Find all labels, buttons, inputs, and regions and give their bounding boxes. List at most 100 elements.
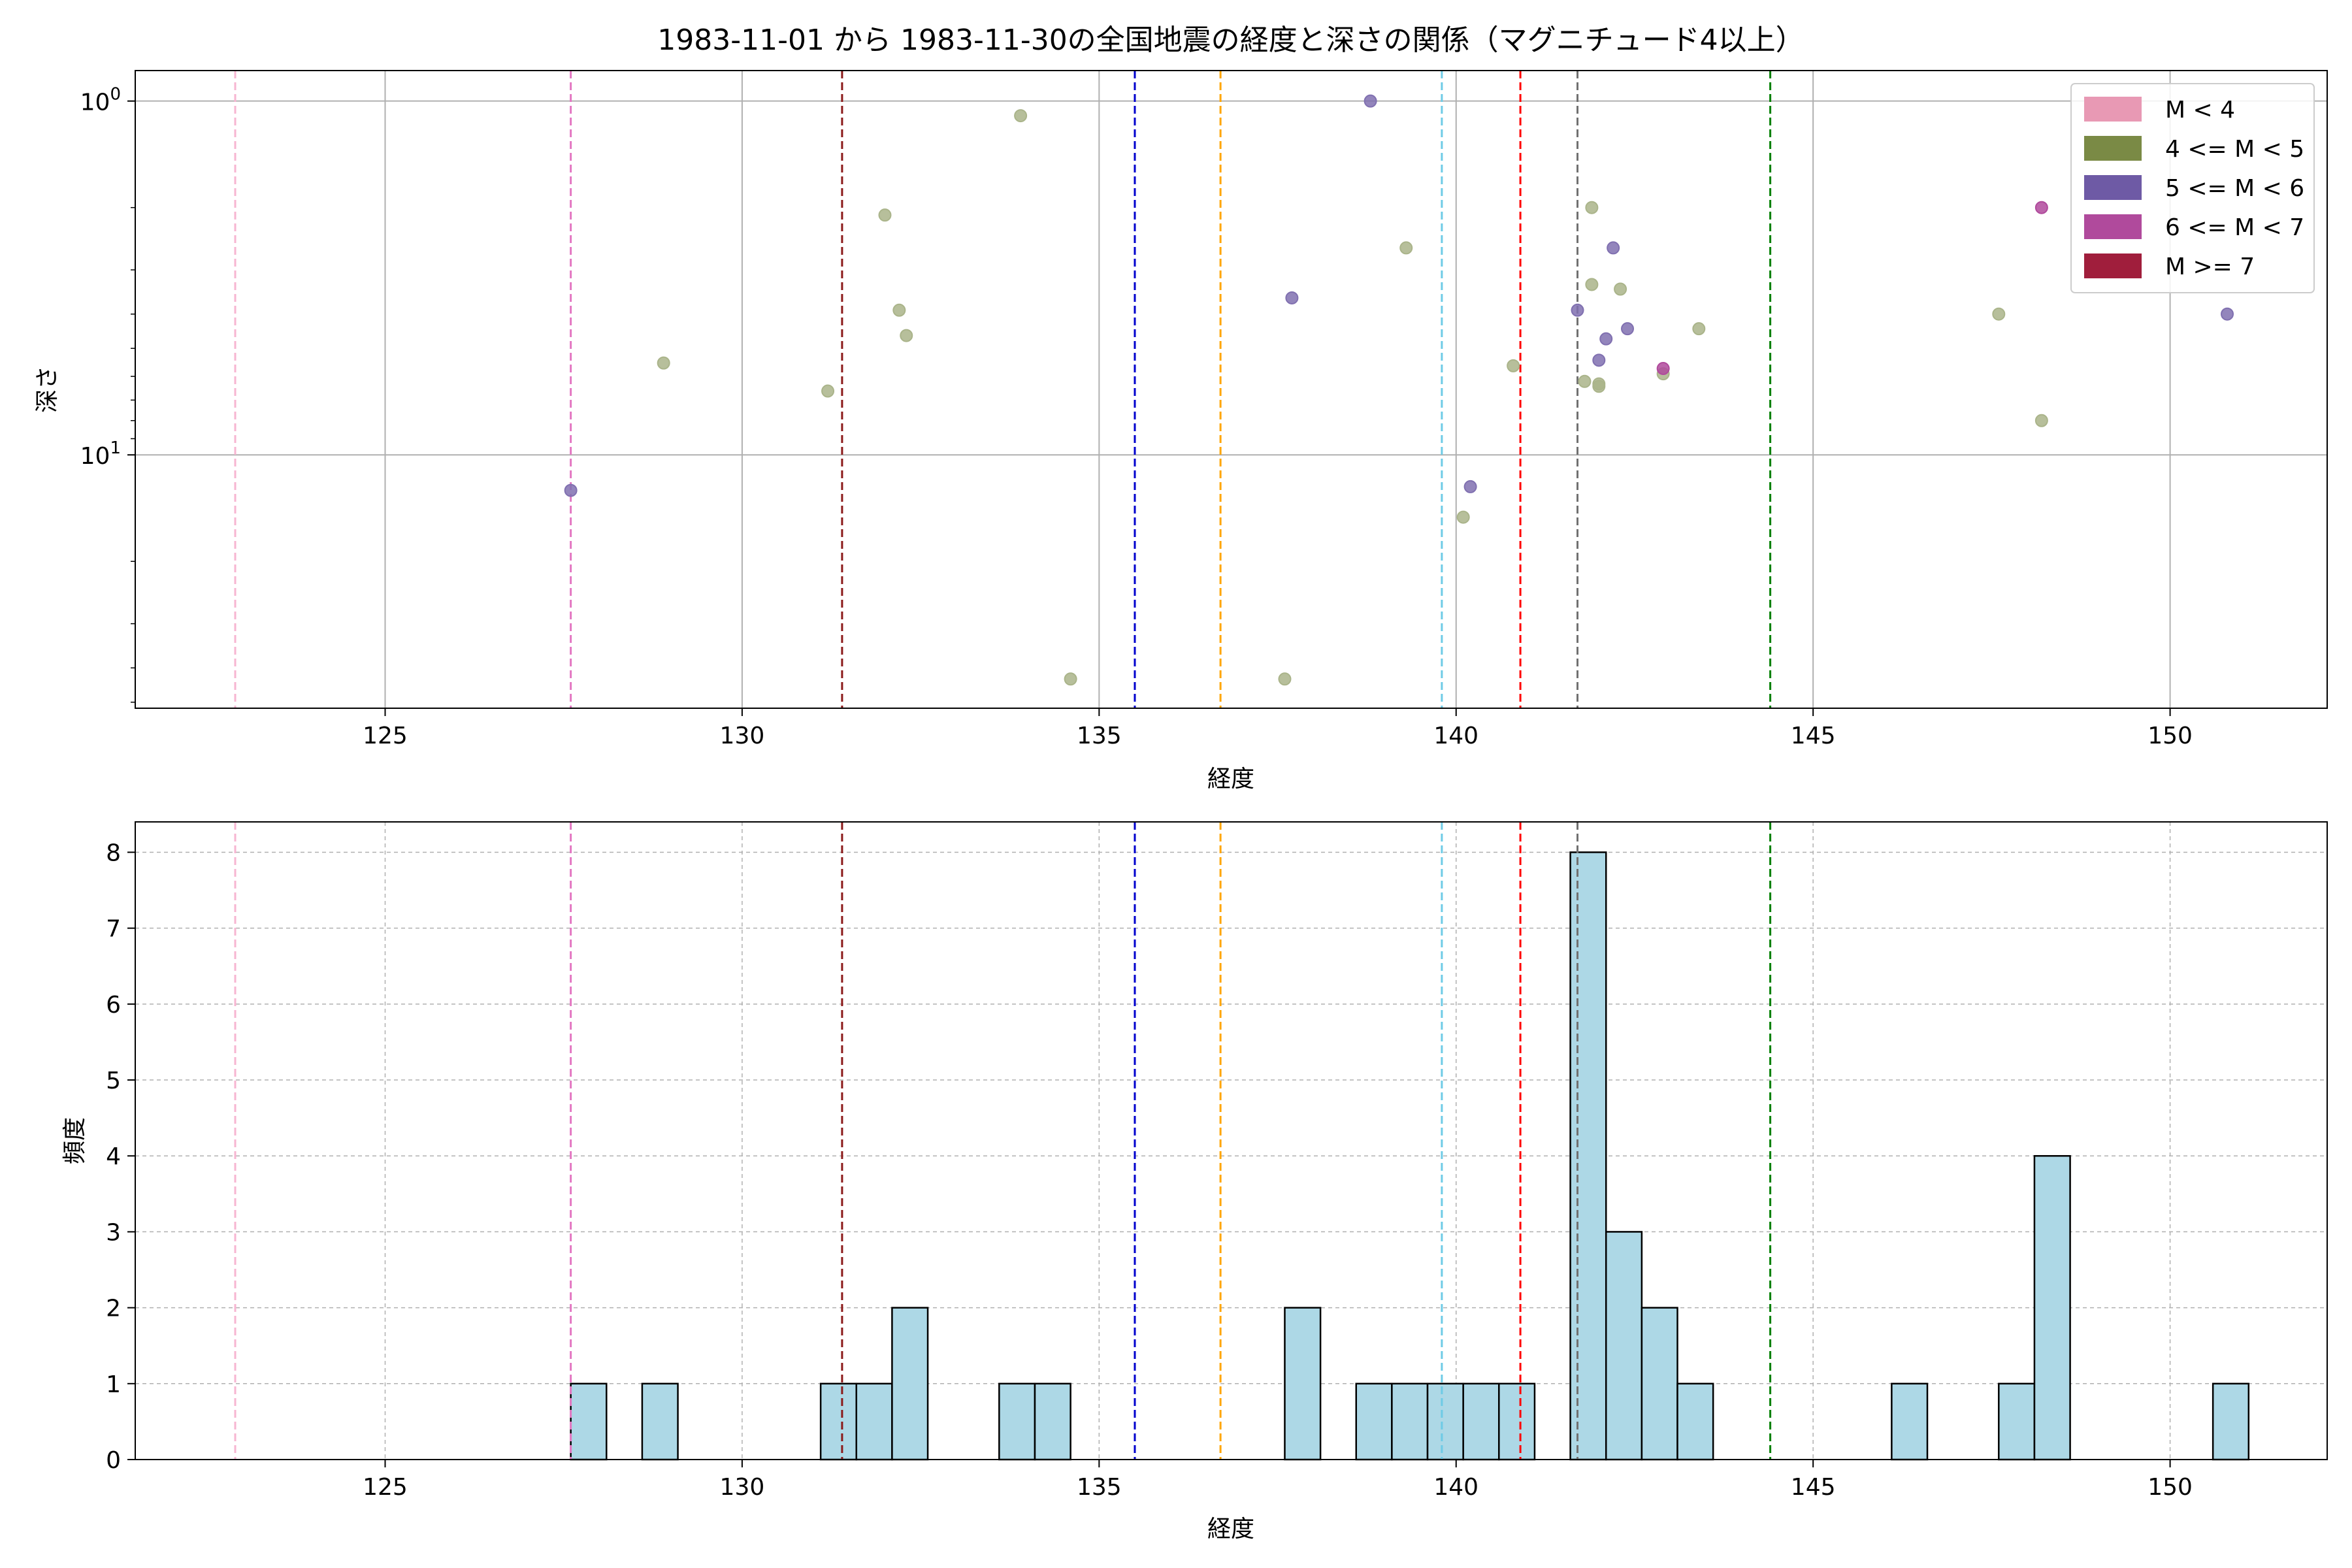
legend-swatch: [2084, 97, 2142, 122]
histogram-bar: [1284, 1307, 1322, 1461]
histogram-x-tick-label: 145: [1791, 1474, 1836, 1501]
legend-swatch: [2084, 136, 2142, 161]
histogram-bar: [1498, 1382, 1536, 1461]
legend-entries: M < 4 4 <= M < 5 5 <= M < 6 6 <= M < 7 M >= …: [2084, 97, 2304, 280]
scatter-point: [1992, 307, 2006, 321]
histogram-x-tick-label: 130: [720, 1474, 765, 1501]
scatter-grid: [135, 71, 2327, 708]
scatter-point: [892, 303, 906, 317]
legend: M < 4 4 <= M < 5 5 <= M < 6 6 <= M < 7 M >= …: [2070, 83, 2315, 293]
scatter-point: [1571, 303, 1584, 317]
scatter-axes-frame: [135, 70, 2328, 709]
scatter-point: [1621, 322, 1635, 336]
histogram-bar: [1641, 1307, 1678, 1461]
scatter-x-tick-label: 140: [1433, 723, 1478, 749]
scatter-point: [1599, 332, 1613, 346]
scatter-x-ticks: 125 130 135 140 145 150: [363, 708, 2193, 749]
legend-label: M < 4: [2165, 97, 2235, 123]
histogram-bar: [1569, 851, 1607, 1461]
histogram-y-tick-label: 6: [106, 992, 121, 1019]
scatter-points: [564, 94, 2234, 686]
scatter-point: [1364, 94, 1377, 108]
scatter-point: [1656, 362, 1670, 376]
scatter-x-tick-label: 135: [1077, 723, 1122, 749]
scatter-point: [1399, 241, 1413, 255]
histogram-y-tick-label: 3: [106, 1219, 121, 1246]
histogram-bar: [819, 1382, 858, 1461]
histogram-panel: 125 130 135 140 145 150 0 1 2 3 4 5 6 7 8 経度 頻度: [61, 821, 2328, 1543]
scatter-point: [1692, 322, 1706, 336]
scatter-x-tick-label: 145: [1791, 723, 1836, 749]
scatter-vlines: [234, 71, 1772, 708]
scatter-point: [1456, 510, 1470, 524]
histogram-bar: [855, 1382, 893, 1461]
histogram-bar: [2212, 1382, 2250, 1461]
scatter-x-label: 経度: [1207, 766, 1254, 792]
scatter-title: 1983-11-01 から 1983-11-30の全国地震の経度と深さの関係（マ…: [657, 24, 1804, 57]
legend-label: 5 <= M < 6: [2165, 175, 2304, 202]
scatter-panel: 1983-11-01 から 1983-11-30の全国地震の経度と深さの関係（マ…: [34, 24, 2328, 792]
scatter-point: [657, 356, 670, 370]
scatter-point: [1578, 374, 1592, 388]
histogram-bar: [1676, 1382, 1714, 1461]
histogram-vlines: [234, 822, 1772, 1460]
histogram-bar: [1034, 1382, 1071, 1461]
histogram-y-tick-label: 5: [106, 1068, 121, 1094]
histogram-x-label: 経度: [1207, 1516, 1254, 1543]
scatter-point: [1585, 201, 1599, 214]
histogram-y-tick-label: 8: [106, 840, 121, 866]
scatter-point: [1285, 291, 1299, 304]
scatter-point: [1585, 278, 1599, 291]
histogram-bar: [891, 1307, 929, 1461]
legend-swatch: [2084, 253, 2142, 278]
legend-label: M >= 7: [2165, 253, 2255, 280]
histogram-bars: [570, 851, 2250, 1461]
scatter-point: [821, 384, 835, 398]
histogram-bar: [1355, 1382, 1393, 1461]
histogram-bar: [1391, 1382, 1429, 1461]
scatter-x-tick-label: 150: [2148, 723, 2193, 749]
legend-swatch: [2084, 175, 2142, 200]
histogram-bar: [1462, 1382, 1500, 1461]
histogram-x-tick-label: 125: [363, 1474, 408, 1501]
histogram-x-tick-label: 150: [2148, 1474, 2193, 1501]
scatter-point: [878, 208, 892, 222]
histogram-y-ticks: 0 1 2 3 4 5 6 7 8: [106, 840, 135, 1474]
histogram-bar: [1891, 1382, 1929, 1461]
histogram-x-tick-label: 140: [1433, 1474, 1478, 1501]
histogram-y-label: 頻度: [61, 1117, 88, 1164]
histogram-y-tick-label: 2: [106, 1296, 121, 1322]
scatter-x-tick-label: 130: [720, 723, 765, 749]
histogram-x-tick-label: 135: [1077, 1474, 1122, 1501]
scatter-y-tick-label: 100: [80, 85, 121, 116]
scatter-x-tick-label: 125: [363, 723, 408, 749]
scatter-point: [1463, 480, 1477, 493]
scatter-point: [1607, 241, 1620, 255]
scatter-point: [1278, 672, 1292, 686]
legend-label: 4 <= M < 5: [2165, 136, 2304, 163]
histogram-bar: [641, 1382, 679, 1461]
histogram-y-tick-label: 7: [106, 916, 121, 943]
scatter-point: [2034, 201, 2048, 214]
histogram-bar: [1426, 1382, 1464, 1461]
histogram-y-tick-label: 4: [106, 1143, 121, 1170]
histogram-bar: [1605, 1231, 1643, 1461]
legend-label: 6 <= M < 7: [2165, 214, 2304, 241]
scatter-point: [1614, 282, 1627, 296]
scatter-point: [2034, 414, 2048, 427]
scatter-point: [1592, 353, 1606, 367]
histogram-bar: [570, 1382, 608, 1461]
scatter-point: [564, 483, 578, 497]
scatter-point: [1507, 359, 1520, 372]
scatter-y-label: 深さ: [34, 366, 61, 413]
scatter-point: [900, 329, 913, 342]
histogram-bar: [1998, 1382, 2036, 1461]
scatter-point: [2221, 307, 2234, 321]
histogram-axes-frame: [135, 821, 2328, 1460]
histogram-bar: [2033, 1154, 2071, 1461]
histogram-bar: [998, 1382, 1036, 1461]
scatter-y-ticks: 100 101: [80, 85, 135, 703]
histogram-y-tick-label: 1: [106, 1371, 121, 1398]
legend-swatch: [2084, 214, 2142, 239]
